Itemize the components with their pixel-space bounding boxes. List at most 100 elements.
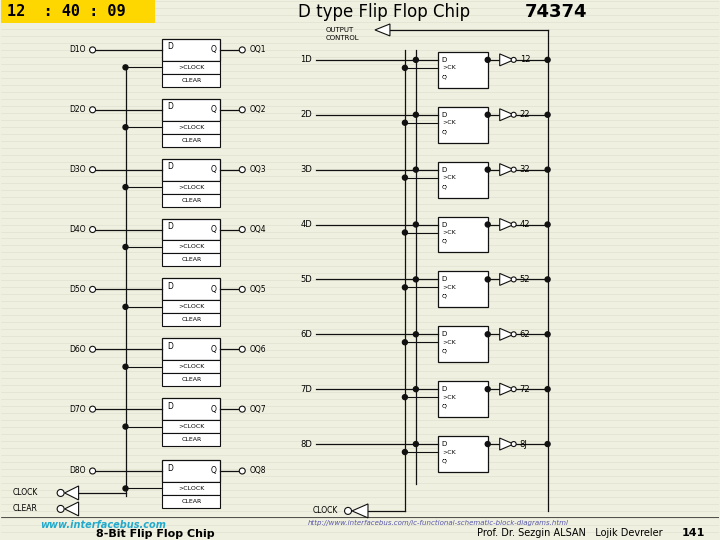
Text: >CK: >CK (442, 230, 456, 235)
Circle shape (345, 508, 351, 515)
Bar (163, 360, 220, 373)
Polygon shape (500, 273, 513, 286)
Text: 1D: 1D (300, 56, 312, 64)
Polygon shape (500, 383, 513, 395)
Text: >CK: >CK (442, 65, 456, 70)
Text: D: D (442, 331, 447, 338)
Text: 8J: 8J (520, 440, 528, 449)
Circle shape (402, 449, 408, 455)
Circle shape (485, 442, 490, 447)
Text: 62: 62 (520, 330, 531, 339)
Text: 5D: 5D (300, 275, 312, 284)
Text: OQ5: OQ5 (249, 285, 266, 294)
Text: CLEAR: CLEAR (181, 138, 202, 143)
Text: Q̅: Q̅ (442, 75, 447, 79)
Polygon shape (500, 219, 513, 231)
Circle shape (545, 387, 550, 392)
Bar (438, 381, 487, 417)
Circle shape (511, 112, 516, 117)
Bar (163, 482, 220, 495)
Text: OQ7: OQ7 (249, 404, 266, 414)
Polygon shape (65, 486, 78, 500)
Polygon shape (500, 54, 513, 66)
Text: D: D (442, 57, 447, 63)
Text: CLEAR: CLEAR (181, 437, 202, 442)
Circle shape (485, 112, 490, 117)
Text: Q: Q (210, 467, 216, 476)
Text: D2O: D2O (69, 105, 86, 114)
Circle shape (413, 222, 418, 227)
Text: Q: Q (210, 345, 216, 354)
Text: Q̅: Q̅ (442, 294, 447, 299)
Circle shape (239, 286, 246, 292)
Circle shape (511, 387, 516, 392)
Bar (163, 279, 220, 300)
Text: 42: 42 (520, 220, 530, 229)
Text: D: D (168, 222, 174, 231)
Polygon shape (65, 502, 78, 516)
Circle shape (123, 424, 128, 429)
Bar (163, 460, 220, 482)
Bar (163, 253, 220, 266)
Circle shape (123, 245, 128, 249)
Text: D: D (168, 102, 174, 111)
Text: CLEAR: CLEAR (13, 504, 37, 514)
Text: Prof. Dr. Sezgin ALSAN   Lojik Devreler: Prof. Dr. Sezgin ALSAN Lojik Devreler (477, 528, 662, 538)
Text: OQ3: OQ3 (249, 165, 266, 174)
Circle shape (123, 185, 128, 190)
Circle shape (239, 107, 246, 113)
Circle shape (545, 112, 550, 117)
Bar (438, 436, 487, 472)
Circle shape (89, 286, 96, 292)
Text: Q̅: Q̅ (442, 184, 447, 189)
Circle shape (413, 332, 418, 337)
Circle shape (123, 65, 128, 70)
Text: D: D (442, 167, 447, 173)
Circle shape (89, 406, 96, 412)
Text: CLEAR: CLEAR (181, 78, 202, 83)
Circle shape (123, 364, 128, 369)
Circle shape (239, 406, 246, 412)
Text: 8-Bit Flip Flop Chip: 8-Bit Flip Flop Chip (96, 529, 215, 539)
Bar (163, 39, 220, 61)
Circle shape (402, 285, 408, 290)
Text: OUTPUT
CONTROL: OUTPUT CONTROL (326, 27, 360, 40)
Circle shape (239, 226, 246, 233)
Text: >CLOCK: >CLOCK (178, 305, 204, 309)
Text: D: D (442, 276, 447, 282)
Text: >CK: >CK (442, 395, 456, 400)
Bar (163, 121, 220, 134)
Circle shape (485, 277, 490, 282)
Text: 8D: 8D (300, 440, 312, 449)
Circle shape (511, 277, 516, 282)
Text: Q: Q (210, 225, 216, 234)
Text: D3O: D3O (69, 165, 86, 174)
Circle shape (123, 125, 128, 130)
Text: 4D: 4D (300, 220, 312, 229)
Text: D: D (442, 441, 447, 447)
Text: CLEAR: CLEAR (181, 377, 202, 382)
Text: D: D (442, 386, 447, 392)
Circle shape (485, 167, 490, 172)
Circle shape (545, 277, 550, 282)
Text: >CK: >CK (442, 449, 456, 455)
Circle shape (485, 222, 490, 227)
Circle shape (123, 486, 128, 491)
Circle shape (402, 340, 408, 345)
Text: 22: 22 (520, 110, 530, 119)
Circle shape (413, 112, 418, 117)
Circle shape (485, 387, 490, 392)
Text: Q̅: Q̅ (442, 349, 447, 354)
Text: >CK: >CK (442, 285, 456, 290)
Circle shape (545, 167, 550, 172)
Bar (163, 61, 220, 74)
Bar (163, 240, 220, 253)
Text: D8O: D8O (69, 467, 86, 476)
Text: Q: Q (210, 285, 216, 294)
Circle shape (402, 65, 408, 70)
Text: 52: 52 (520, 275, 530, 284)
Text: OQ4: OQ4 (249, 225, 266, 234)
Circle shape (239, 167, 246, 173)
Polygon shape (352, 504, 368, 518)
Circle shape (511, 222, 516, 227)
